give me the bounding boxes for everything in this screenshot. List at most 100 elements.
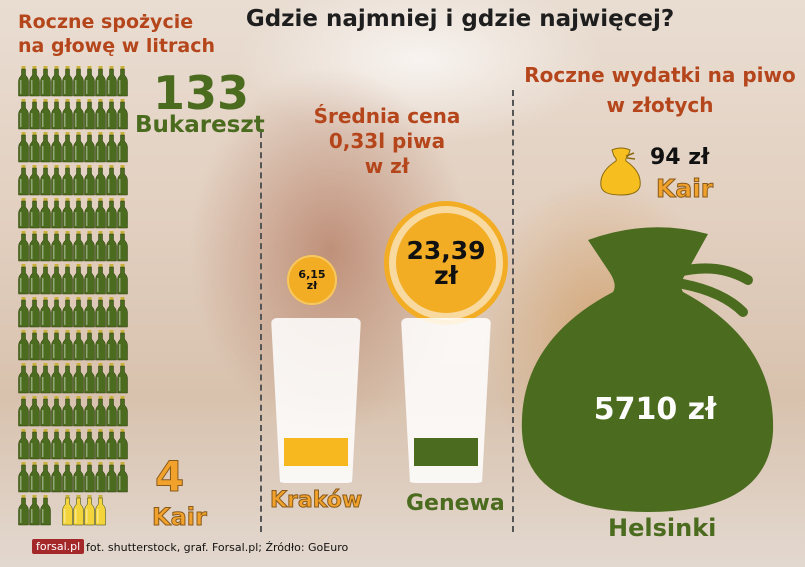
price-heading-line3: w zł (364, 154, 410, 178)
bottle-icon (95, 363, 106, 394)
bottle-icon (62, 462, 73, 493)
consumption-heading: Roczne spożycie na głowę w litrach (18, 10, 215, 58)
bottle-icon (51, 429, 62, 460)
bottle-icon (95, 132, 106, 163)
bottle-icon (29, 66, 40, 97)
bottle-icon (18, 429, 29, 460)
price-min-unit: zł (306, 279, 318, 292)
bottle-icon (29, 99, 40, 130)
bottle-icon (40, 330, 51, 361)
bottle-icon (95, 99, 106, 130)
bottle-icon (117, 462, 128, 493)
bottle-icon (51, 363, 62, 394)
bottle-icon (73, 297, 84, 328)
bottle-icon (51, 231, 62, 262)
spending-heading-line2: w złotych (606, 93, 714, 117)
bottle-icon (18, 66, 29, 97)
consumption-heading-line1: Roczne spożycie (18, 11, 194, 33)
bottle-icon (117, 396, 128, 427)
bottle-icon (95, 198, 106, 229)
bottle-icon (73, 231, 84, 262)
bottle-icon (84, 297, 95, 328)
bottle-icon (117, 297, 128, 328)
bottle-highlight-icon (62, 495, 73, 526)
bottle-icon (106, 231, 117, 262)
bottle-icon (84, 330, 95, 361)
bottle-icon (40, 132, 51, 163)
spending-heading-line1: Roczne wydatki na piwo (524, 63, 796, 87)
bottle-icon (73, 264, 84, 295)
bottle-icon (18, 396, 29, 427)
glass-krakow (271, 318, 361, 483)
bottle-icon (84, 198, 95, 229)
bottle-icon (62, 429, 73, 460)
bottle-icon (18, 363, 29, 394)
bottle-icon (95, 264, 106, 295)
bottle-icon (62, 99, 73, 130)
bottle-icon (51, 198, 62, 229)
bottle-icon (84, 462, 95, 493)
bottle-icon (106, 429, 117, 460)
bottle-icon (117, 198, 128, 229)
bottle-icon (106, 66, 117, 97)
bottle-icon (117, 429, 128, 460)
bottle-icon (84, 231, 95, 262)
bottle-icon (29, 462, 40, 493)
bottle-icon (18, 330, 29, 361)
bottle-icon (73, 198, 84, 229)
price-max-unit: zł (434, 261, 458, 290)
bottle-icon (18, 132, 29, 163)
divider-right (512, 90, 514, 532)
bottle-icon (117, 264, 128, 295)
bottle-icon (40, 429, 51, 460)
bottle-icon (84, 99, 95, 130)
spending-max-city: Helsinki (608, 514, 717, 542)
bottle-icon (106, 297, 117, 328)
bottle-icon (40, 297, 51, 328)
bottle-icon (29, 264, 40, 295)
bottle-icon (117, 330, 128, 361)
bottle-icon (73, 66, 84, 97)
bottle-icon (29, 231, 40, 262)
bottle-icon (18, 264, 29, 295)
price-min-value: 6,15 (298, 268, 326, 281)
glass-genewa (401, 318, 491, 483)
bottle-icon (62, 330, 73, 361)
bottle-icon (29, 198, 40, 229)
bottle-icon (84, 165, 95, 196)
bottle-icon (117, 66, 128, 97)
bottle-icon (51, 462, 62, 493)
price-max-city: Genewa (406, 491, 505, 516)
bottle-icon (51, 132, 62, 163)
bottle-icon (40, 198, 51, 229)
bottle-icon (29, 396, 40, 427)
bottle-icon (95, 165, 106, 196)
bottle-icon (73, 132, 84, 163)
bottle-icon (62, 396, 73, 427)
divider-left (260, 132, 262, 532)
bottle-icon (29, 132, 40, 163)
bottle-icon (73, 330, 84, 361)
bottle-icon (51, 99, 62, 130)
forsal-logo[interactable]: forsal.pl (32, 539, 85, 554)
bottle-icon (95, 429, 106, 460)
bottle-icon (84, 363, 95, 394)
bottle-icon (62, 132, 73, 163)
beer-level-genewa (413, 438, 479, 466)
bottle-icon (95, 396, 106, 427)
bottle-icon (62, 165, 73, 196)
bottle-icon (51, 165, 62, 196)
price-heading-line1: Średnia cena (313, 104, 461, 128)
price-heading: Średnia cena 0,33l piwa w zł (287, 104, 487, 179)
spending-min-value: 94 zł (650, 145, 710, 170)
bottle-icon (106, 363, 117, 394)
bottle-icon (95, 330, 106, 361)
bottle-icon (117, 363, 128, 394)
bottle-highlight-icon (84, 495, 95, 526)
price-max-value: 23,39 (406, 236, 486, 265)
bottle-icon (40, 264, 51, 295)
bottle-icon (106, 198, 117, 229)
bottle-icon (29, 363, 40, 394)
bottle-icon (106, 165, 117, 196)
bottle-highlight-icon (95, 495, 106, 526)
